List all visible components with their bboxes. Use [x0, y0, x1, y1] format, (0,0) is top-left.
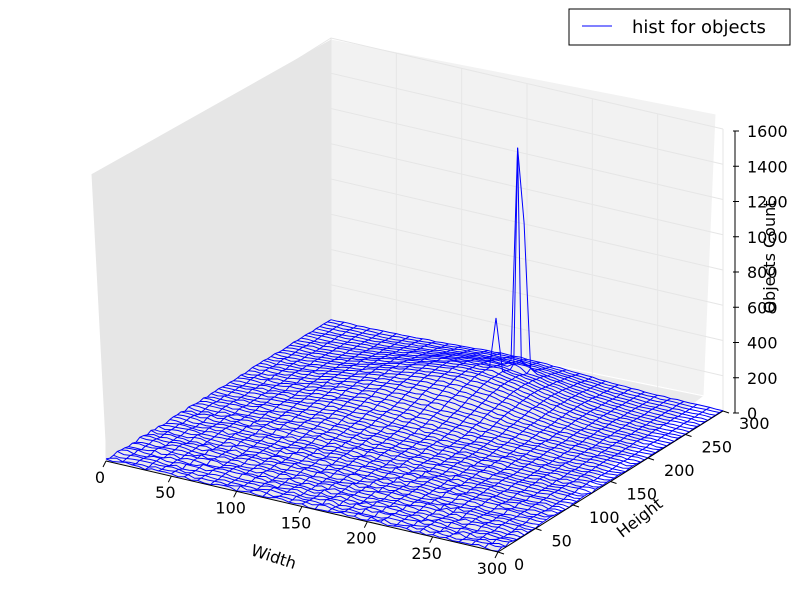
z-tick-label: 400: [747, 334, 778, 353]
wire-column: [327, 365, 554, 512]
wire-column: [432, 394, 658, 536]
wire-column: [484, 406, 711, 548]
y-tick-label: 50: [552, 532, 572, 551]
y-tick-label: 150: [627, 485, 658, 504]
surface-wireframe: [105, 147, 724, 552]
x-tick-mark: [429, 536, 434, 544]
y-tick-label: 100: [589, 508, 620, 527]
grid-line-z: [105, 72, 724, 215]
wire-column: [458, 401, 685, 543]
y-tick-mark: [722, 410, 730, 414]
wire-column: [158, 330, 384, 472]
x-tick-label: 300: [477, 559, 508, 578]
legend-box: [568, 8, 791, 46]
wire-column: [105, 319, 332, 460]
y-tick-mark: [610, 481, 617, 484]
y-tick-mark: [497, 551, 505, 555]
wire-column: [144, 328, 371, 471]
wire-column: [419, 391, 645, 533]
x-tick-mark: [102, 460, 107, 468]
wire-column: [223, 343, 449, 486]
wire-column: [197, 338, 423, 481]
wire-column: [445, 398, 671, 539]
wire-column: [393, 384, 619, 527]
wire-column: [354, 373, 580, 517]
grid-line-z: [105, 213, 724, 356]
y-tick-mark: [647, 457, 655, 461]
wire-column: [380, 380, 606, 523]
wire-column: [366, 376, 593, 521]
x-tick-label: 0: [95, 468, 105, 487]
wire-column: [314, 147, 541, 510]
wire-column: [406, 388, 632, 529]
wire-column: [262, 350, 488, 497]
wire-column: [171, 333, 397, 475]
wire-column: [184, 335, 410, 478]
wire-column: [236, 345, 462, 492]
z-tick-label: 1200: [747, 193, 788, 212]
wire-column: [249, 348, 475, 493]
z-tick-label: 800: [747, 263, 778, 282]
y-tick-mark: [685, 434, 692, 437]
z-tick-label: 200: [747, 369, 778, 388]
z-tick-label: 1400: [747, 157, 788, 176]
wire-column: [210, 341, 436, 485]
y-tick-label: 300: [739, 414, 770, 433]
x-tick-label: 200: [346, 529, 377, 548]
y-tick-mark: [535, 528, 542, 531]
wire-column: [275, 352, 502, 498]
wire-column: [341, 369, 567, 513]
z-axis-label: Objects Count: [760, 200, 779, 313]
y-tick-label: 250: [702, 438, 733, 457]
z-tick-label: 600: [747, 298, 778, 317]
x-tick-label: 250: [411, 544, 442, 563]
z-tick-label: 0: [747, 404, 757, 423]
x-tick-label: 100: [215, 498, 246, 517]
x-tick-label: 150: [281, 514, 312, 533]
chart-axes: [102, 130, 739, 559]
grid-line-z: [105, 37, 724, 180]
y-tick-label: 0: [514, 555, 524, 574]
y-tick-mark: [572, 504, 580, 508]
wire-column: [301, 358, 528, 505]
wire-column: [119, 321, 345, 463]
grid-line-z: [105, 284, 724, 427]
grid-line-z: [105, 143, 724, 286]
wire-column: [131, 325, 358, 466]
x-tick-mark: [298, 506, 303, 513]
x-axis-label: Width: [249, 541, 299, 573]
wire-column: [471, 403, 698, 545]
y-tick-label: 200: [664, 461, 695, 480]
z-tick-label: 1600: [747, 122, 788, 141]
legend: hist for objects: [568, 8, 791, 46]
x-tick-label: 50: [155, 483, 175, 502]
x-tick-mark: [494, 551, 499, 559]
grid-line-z: [105, 248, 724, 391]
grid-line-z: [105, 178, 724, 321]
x-tick-mark: [233, 491, 238, 498]
x-tick-mark: [167, 475, 172, 483]
z-tick-label: 1000: [747, 228, 788, 247]
legend-series-label: hist for objects: [632, 17, 766, 38]
grid-line-z: [105, 107, 724, 250]
x-tick-mark: [363, 521, 368, 528]
wire-column: [288, 355, 514, 503]
